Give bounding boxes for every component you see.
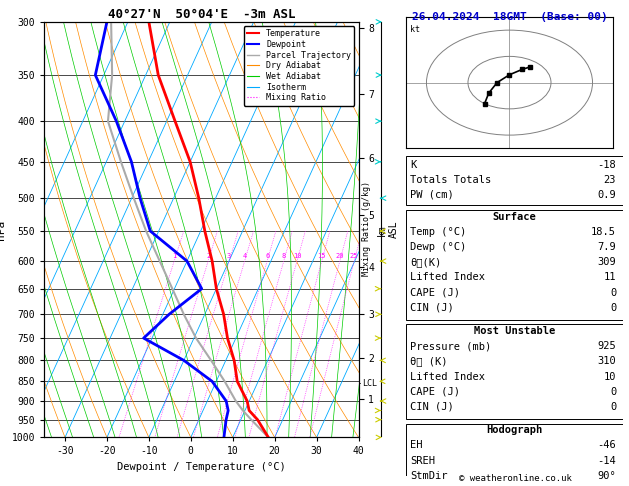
Text: 6: 6 (265, 253, 269, 259)
Text: 0: 0 (610, 303, 616, 312)
Text: Temp (°C): Temp (°C) (410, 227, 466, 237)
Text: 0: 0 (610, 387, 616, 397)
Text: 0.9: 0.9 (598, 190, 616, 200)
Text: 7.9: 7.9 (598, 242, 616, 252)
Text: 15: 15 (318, 253, 326, 259)
Text: 90°: 90° (598, 471, 616, 481)
Text: Most Unstable: Most Unstable (474, 326, 555, 336)
Text: kt: kt (410, 25, 420, 34)
Text: 3: 3 (227, 253, 231, 259)
Text: CIN (J): CIN (J) (410, 303, 454, 312)
Text: θᴇ(K): θᴇ(K) (410, 257, 442, 267)
Text: Mixing Ratio (g/kg): Mixing Ratio (g/kg) (362, 181, 370, 276)
Text: LCL: LCL (362, 379, 377, 388)
Text: Surface: Surface (493, 211, 536, 222)
Text: 20: 20 (335, 253, 344, 259)
Text: 309: 309 (598, 257, 616, 267)
Text: Pressure (mb): Pressure (mb) (410, 341, 491, 351)
X-axis label: Dewpoint / Temperature (°C): Dewpoint / Temperature (°C) (117, 462, 286, 472)
Text: 10: 10 (292, 253, 301, 259)
Text: K: K (410, 159, 416, 170)
Text: θᴇ (K): θᴇ (K) (410, 356, 448, 366)
Text: 10: 10 (604, 372, 616, 382)
Text: CAPE (J): CAPE (J) (410, 288, 460, 297)
Text: Totals Totals: Totals Totals (410, 175, 491, 185)
Legend: Temperature, Dewpoint, Parcel Trajectory, Dry Adiabat, Wet Adiabat, Isotherm, Mi: Temperature, Dewpoint, Parcel Trajectory… (243, 26, 354, 105)
Text: 0: 0 (610, 402, 616, 412)
Text: 925: 925 (598, 341, 616, 351)
Text: 26.04.2024  18GMT  (Base: 00): 26.04.2024 18GMT (Base: 00) (411, 12, 608, 22)
Text: -46: -46 (598, 440, 616, 451)
Text: 8: 8 (282, 253, 286, 259)
Y-axis label: km
ASL: km ASL (377, 221, 399, 239)
Text: 2: 2 (206, 253, 210, 259)
Text: Lifted Index: Lifted Index (410, 272, 485, 282)
Text: Lifted Index: Lifted Index (410, 372, 485, 382)
Text: © weatheronline.co.uk: © weatheronline.co.uk (459, 474, 572, 483)
Text: CAPE (J): CAPE (J) (410, 387, 460, 397)
Text: CIN (J): CIN (J) (410, 402, 454, 412)
Text: PW (cm): PW (cm) (410, 190, 454, 200)
Text: -18: -18 (598, 159, 616, 170)
Text: 18.5: 18.5 (591, 227, 616, 237)
Y-axis label: hPa: hPa (0, 220, 6, 240)
Text: 23: 23 (604, 175, 616, 185)
Bar (406, 424, 623, 486)
Text: Hodograph: Hodograph (486, 425, 542, 435)
Text: Dewp (°C): Dewp (°C) (410, 242, 466, 252)
Text: 0: 0 (610, 288, 616, 297)
Text: 310: 310 (598, 356, 616, 366)
Bar (406, 324, 623, 419)
Text: EH: EH (410, 440, 423, 451)
Text: SREH: SREH (410, 455, 435, 466)
Text: 1: 1 (172, 253, 176, 259)
Text: -14: -14 (598, 455, 616, 466)
Bar (406, 210, 623, 319)
Text: 11: 11 (604, 272, 616, 282)
Text: StmDir: StmDir (410, 471, 448, 481)
Bar (406, 156, 623, 205)
Title: 40°27'N  50°04'E  -3m ASL: 40°27'N 50°04'E -3m ASL (108, 8, 295, 21)
Text: 4: 4 (242, 253, 247, 259)
Text: 25: 25 (350, 253, 359, 259)
